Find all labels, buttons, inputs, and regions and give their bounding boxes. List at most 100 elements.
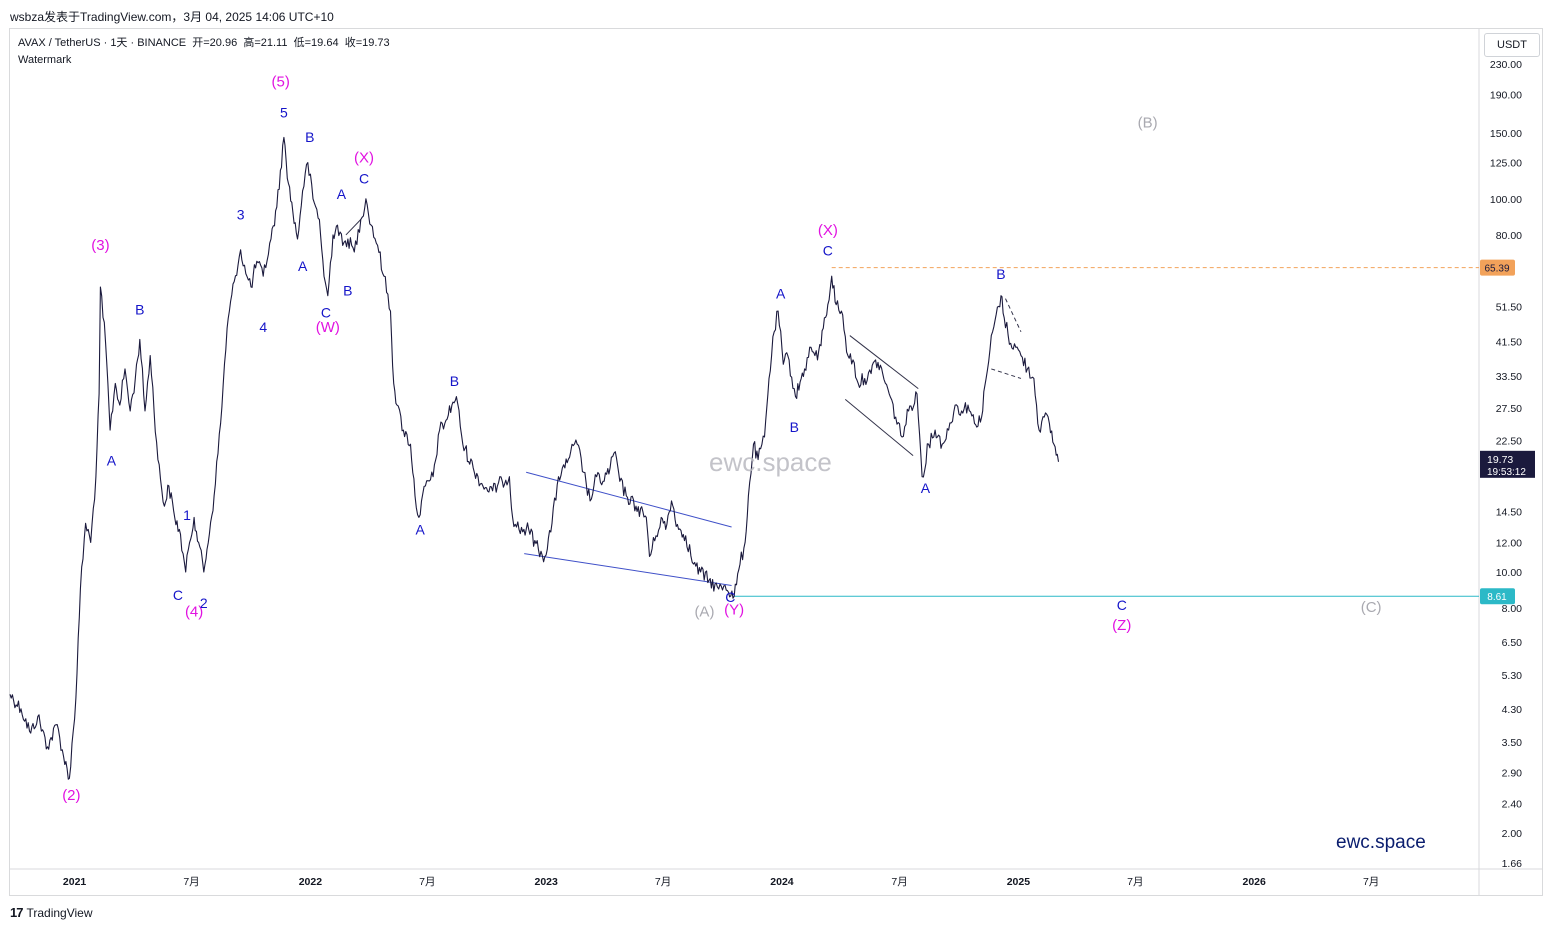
time-tick-label: 7月	[183, 876, 199, 888]
tradingview-name[interactable]: TradingView	[26, 905, 93, 920]
last-price-marker	[1480, 450, 1535, 478]
price-level-marker	[1480, 259, 1515, 276]
price-tick-label: 6.50	[1502, 637, 1523, 649]
price-series-line	[9, 136, 1060, 780]
wave-label: 3	[237, 206, 245, 222]
price-tick-label: 2.00	[1502, 828, 1523, 840]
price-tick-label: 4.30	[1502, 704, 1523, 716]
wave-label: (W)	[316, 319, 340, 336]
watermark-text: ewc.space	[709, 447, 832, 477]
indicator-name[interactable]: Watermark	[18, 54, 72, 66]
open-label: 开	[192, 37, 204, 49]
wave-label: A	[298, 258, 308, 274]
tradingview-logo-icon[interactable]: 17	[10, 905, 24, 920]
price-tick-label: 1.66	[1502, 858, 1523, 870]
trend-line	[526, 471, 732, 528]
trend-line	[991, 368, 1022, 379]
wave-label: (X)	[354, 150, 374, 167]
footer: 17 TradingView	[10, 905, 93, 920]
price-tick-label: 190.00	[1490, 90, 1522, 102]
wave-label: C	[1117, 597, 1127, 613]
price-tick-label: 33.50	[1496, 371, 1522, 383]
wave-label: B	[790, 419, 799, 435]
time-tick-label: 2024	[770, 876, 794, 888]
wave-label: (A)	[694, 603, 714, 620]
chart-frame	[9, 28, 1543, 896]
price-tick-label: 125.00	[1490, 158, 1522, 170]
time-tick-label: 7月	[1363, 876, 1379, 888]
price-level-label: 8.61	[1487, 592, 1507, 603]
wave-label: C	[725, 589, 735, 605]
time-tick-label: 2023	[534, 876, 558, 888]
time-tick-label: 2021	[63, 876, 87, 888]
wave-label: B	[450, 373, 459, 389]
wave-label: B	[305, 129, 314, 145]
wave-label: 1	[183, 507, 191, 523]
open-value: 20.96	[209, 37, 238, 49]
wave-label: 2	[200, 595, 208, 611]
price-tick-label: 27.50	[1496, 403, 1522, 415]
wave-label: B	[135, 301, 144, 317]
price-tick-label: 100.00	[1490, 194, 1522, 206]
price-tick-label: 22.50	[1496, 436, 1522, 448]
price-tick-label: 150.00	[1490, 128, 1522, 140]
wave-label: 4	[259, 319, 267, 335]
price-level-label: 65.39	[1484, 264, 1509, 275]
high-value: 21.11	[260, 37, 288, 49]
wave-label: B	[996, 266, 1005, 282]
price-tick-label: 14.50	[1496, 507, 1522, 519]
wave-label: A	[337, 186, 347, 202]
wave-label: (Y)	[724, 601, 744, 618]
trend-line	[844, 399, 914, 457]
wave-label: (5)	[272, 73, 290, 90]
time-tick-label: 7月	[419, 876, 435, 888]
trend-line	[524, 553, 732, 586]
wave-label: (B)	[1138, 115, 1158, 132]
trend-line	[345, 219, 362, 236]
wave-label: C	[359, 170, 369, 186]
wave-label: (3)	[91, 237, 109, 254]
close-label: 收	[344, 37, 356, 49]
wave-label: A	[416, 522, 426, 538]
bar-countdown-label: 19:53:12	[1487, 467, 1526, 478]
time-tick-label: 7月	[891, 876, 907, 888]
high-label: 高	[243, 37, 255, 49]
brand-text: ewc.space	[1336, 832, 1426, 853]
time-tick-label: 2026	[1243, 876, 1267, 888]
time-tick-label: 2025	[1007, 876, 1031, 888]
time-tick-label: 2022	[299, 876, 323, 888]
publish-info-bar: wsbza发表于TradingView.com，3月 04, 2025 14:0…	[0, 0, 1552, 28]
low-value: 19.64	[311, 37, 339, 49]
wave-label: A	[776, 286, 786, 302]
trend-line	[1005, 298, 1022, 333]
price-tick-label: 12.00	[1496, 537, 1522, 549]
price-tick-label: 230.00	[1490, 59, 1522, 71]
wave-label: C	[321, 305, 331, 321]
wave-label: C	[823, 242, 833, 258]
price-tick-label: 3.50	[1502, 737, 1523, 749]
wave-label: (4)	[185, 603, 203, 620]
symbol-name[interactable]: AVAX / TetherUS · 1天 · BINANCE	[18, 37, 187, 49]
price-tick-label: 8.00	[1502, 603, 1523, 615]
wave-label: 5	[280, 105, 288, 121]
time-tick-label: 7月	[1127, 876, 1143, 888]
price-tick-label: 41.50	[1496, 336, 1522, 348]
ohlc-line: AVAX / TetherUS · 1天 · BINANCE 开=20.96 高…	[18, 37, 390, 49]
price-level-marker	[1480, 588, 1515, 605]
author-line: wsbza发表于TradingView.com，3月 04, 2025 14:0…	[10, 10, 334, 24]
symbol-legend: AVAX / TetherUS · 1天 · BINANCE 开=20.96 高…	[18, 35, 390, 69]
wave-label: (X)	[818, 222, 838, 239]
low-label: 低	[293, 37, 305, 49]
wave-label: A	[921, 480, 931, 496]
price-tick-label: 2.40	[1502, 798, 1523, 810]
wave-label: (2)	[62, 787, 80, 804]
wave-label: C	[173, 587, 183, 603]
last-price-label: 19.73	[1487, 454, 1513, 466]
price-tick-label: 80.00	[1496, 230, 1522, 242]
price-tick-label: 51.50	[1496, 301, 1522, 313]
wave-label: (C)	[1361, 599, 1382, 616]
price-tick-label: 5.30	[1502, 670, 1523, 682]
close-value: 19.73	[362, 37, 390, 49]
currency-button[interactable]: USDT	[1484, 33, 1540, 57]
trend-line	[849, 335, 919, 389]
